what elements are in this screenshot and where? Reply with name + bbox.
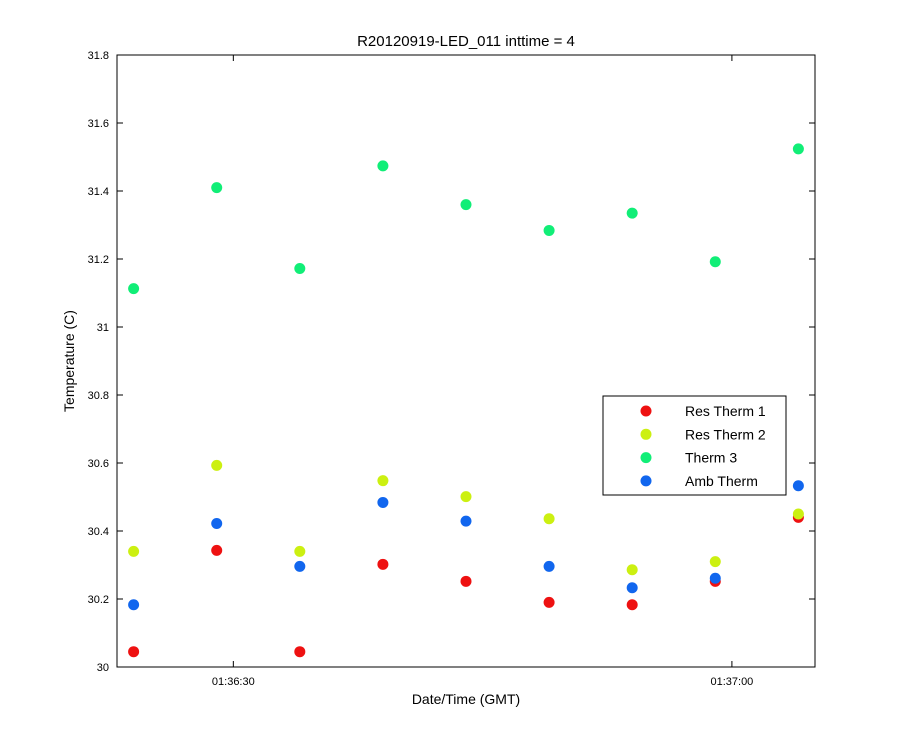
legend: Res Therm 1 Res Therm 2 Therm 3 Amb Therm (602, 395, 787, 496)
data-point (377, 496, 389, 508)
series-amb-therm (128, 480, 804, 611)
legend-label: Res Therm 2 (685, 426, 766, 442)
data-point (377, 160, 389, 172)
y-tick-label: 30.6 (88, 458, 109, 470)
chart-title: R20120919-LED_011 inttime = 4 (357, 33, 575, 50)
x-tick-label: 01:36:30 (212, 676, 255, 688)
data-point (211, 459, 223, 471)
y-tick-label: 31.6 (88, 118, 109, 130)
legend-box (602, 395, 787, 496)
data-point (626, 564, 638, 576)
data-point (128, 646, 140, 658)
data-point (792, 143, 804, 155)
y-axis-title: Temperature (C) (61, 310, 77, 412)
data-point (709, 556, 721, 568)
data-point (294, 646, 306, 658)
data-point (792, 508, 804, 520)
data-point (709, 256, 721, 268)
data-point (128, 599, 140, 611)
x-axis-title: Date/Time (GMT) (412, 691, 520, 707)
series-therm-3 (128, 143, 804, 295)
y-tick-label: 31.2 (88, 254, 109, 266)
data-point (294, 545, 306, 557)
data-points (128, 143, 804, 658)
data-point (211, 544, 223, 556)
legend-label: Therm 3 (685, 450, 737, 466)
data-point (294, 560, 306, 572)
data-point (543, 224, 555, 236)
data-point (543, 560, 555, 572)
data-point (460, 199, 472, 211)
y-tick-label: 30.4 (88, 526, 109, 538)
data-point (460, 575, 472, 587)
series-res-therm-2 (128, 459, 804, 576)
plot-area (116, 54, 816, 668)
data-point (626, 599, 638, 611)
data-point (543, 513, 555, 525)
legend-marker (640, 405, 652, 417)
data-point (792, 480, 804, 492)
y-tick-label: 31.4 (88, 186, 109, 198)
y-tick-label: 30.8 (88, 390, 109, 402)
y-tick-label: 30 (97, 662, 109, 674)
y-tick-label: 31 (97, 322, 109, 334)
legend-label: Amb Therm (685, 473, 758, 489)
data-point (294, 263, 306, 275)
x-tick-label: 01:37:00 (710, 676, 753, 688)
data-point (460, 515, 472, 527)
data-point (543, 596, 555, 608)
data-point (709, 572, 721, 584)
data-point (211, 182, 223, 194)
data-point (377, 475, 389, 487)
y-tick-label: 31.8 (88, 50, 109, 62)
legend-marker (640, 428, 652, 440)
data-point (377, 558, 389, 570)
legend-label: Res Therm 1 (685, 403, 766, 419)
axis-ticks: 30 30.2 30.4 30.6 30.8 31 31.2 31.4 31.6 31.8 01:3… (88, 50, 815, 688)
axes-box (116, 54, 816, 668)
data-point (128, 545, 140, 557)
legend-marker (640, 452, 652, 464)
data-point (626, 207, 638, 219)
legend-marker (640, 475, 652, 487)
data-point (460, 491, 472, 503)
data-point (211, 518, 223, 530)
data-point (128, 283, 140, 295)
y-tick-label: 30.2 (88, 594, 109, 606)
data-point (626, 582, 638, 594)
